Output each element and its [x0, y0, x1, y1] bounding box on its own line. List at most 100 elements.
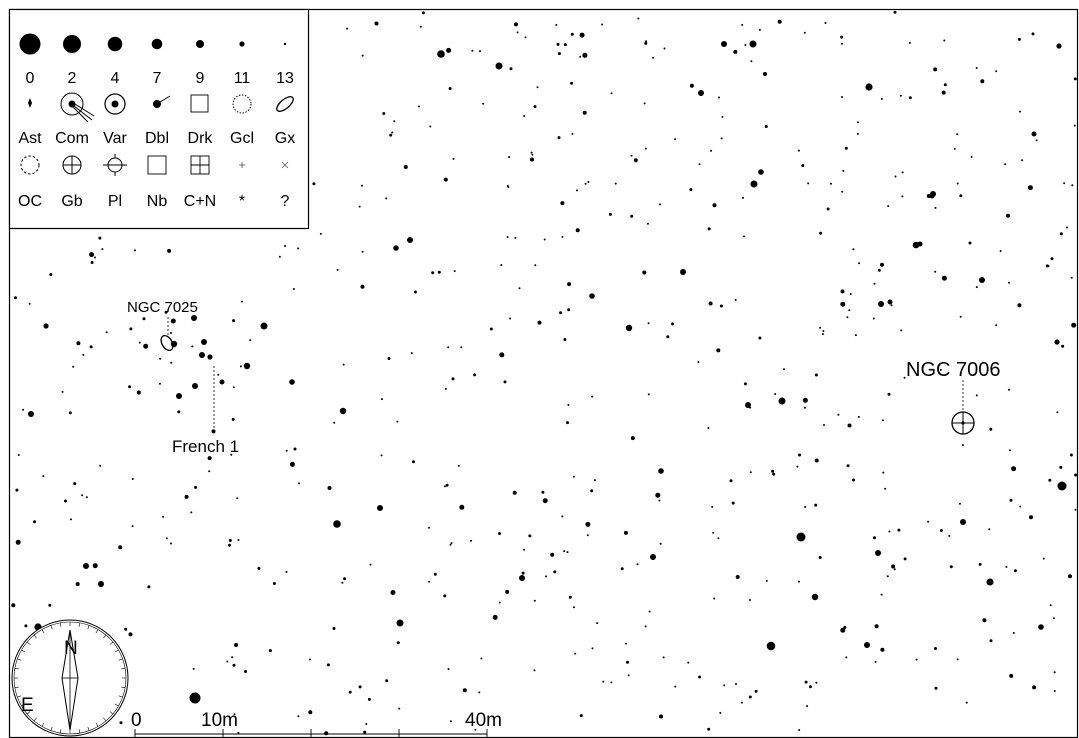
star — [232, 319, 235, 322]
star — [170, 362, 172, 364]
star — [904, 557, 907, 560]
star — [176, 393, 182, 399]
star — [143, 317, 146, 320]
star — [453, 158, 455, 160]
star — [504, 380, 507, 383]
legend-label: Drk — [188, 130, 214, 147]
star — [293, 288, 295, 290]
star — [645, 625, 647, 627]
star — [855, 334, 857, 336]
star — [966, 702, 968, 704]
legend-label: Com — [55, 130, 89, 147]
star — [572, 133, 574, 135]
star — [244, 363, 250, 369]
star — [837, 414, 839, 416]
star — [11, 603, 15, 607]
star — [630, 215, 633, 218]
star — [587, 181, 589, 183]
star — [852, 248, 854, 250]
star — [1008, 282, 1010, 284]
star — [697, 361, 699, 363]
star — [766, 580, 768, 582]
star — [15, 489, 18, 492]
star — [741, 24, 743, 26]
star — [648, 393, 650, 395]
compass-east-label: E — [21, 695, 34, 716]
star — [1070, 454, 1073, 457]
magnitude-label: 2 — [68, 70, 77, 87]
magnitude-dot — [152, 39, 163, 50]
star — [1074, 125, 1076, 127]
star — [846, 316, 848, 318]
star — [377, 505, 383, 511]
ngc-7006-marker[interactable]: NGC 7006 — [906, 359, 1001, 434]
star — [942, 91, 946, 95]
star — [1011, 466, 1016, 471]
star — [448, 668, 450, 670]
star — [878, 269, 881, 272]
star — [948, 535, 950, 537]
star — [845, 656, 847, 658]
ngc-7025-marker[interactable]: NGC 7025 — [127, 299, 198, 352]
legend-label: Gb — [61, 193, 82, 210]
star — [312, 182, 315, 185]
star — [880, 648, 884, 652]
star — [167, 249, 171, 253]
star — [286, 450, 288, 452]
star — [479, 50, 481, 52]
star — [234, 643, 238, 647]
star — [320, 233, 322, 235]
french-1-marker[interactable]: French 1 — [172, 366, 239, 456]
star — [587, 534, 589, 536]
star — [819, 232, 822, 235]
star — [718, 97, 720, 99]
star — [812, 594, 818, 600]
star — [709, 302, 713, 306]
star — [523, 549, 525, 551]
star — [815, 459, 819, 463]
star — [750, 60, 752, 62]
star — [687, 662, 689, 664]
star — [960, 519, 966, 525]
star — [324, 731, 328, 735]
star — [1005, 566, 1007, 568]
star — [841, 96, 843, 98]
legend-label: C+N — [184, 193, 216, 210]
star — [763, 72, 767, 76]
star — [592, 647, 594, 649]
legend-label: ? — [281, 193, 290, 210]
star — [513, 491, 517, 495]
star — [713, 203, 717, 207]
star — [449, 87, 452, 90]
star — [290, 462, 295, 467]
star — [976, 286, 978, 288]
star — [73, 482, 76, 485]
star — [976, 394, 978, 396]
star — [647, 223, 649, 225]
star — [309, 659, 311, 661]
star — [454, 270, 456, 272]
star — [891, 304, 893, 306]
star — [534, 600, 536, 602]
star — [451, 542, 453, 544]
star — [735, 299, 737, 301]
star — [375, 22, 379, 26]
star — [561, 515, 563, 517]
star — [742, 197, 744, 199]
magnitude-label: 11 — [234, 70, 251, 87]
star — [858, 262, 860, 264]
star — [289, 379, 295, 385]
star — [848, 424, 852, 428]
star — [852, 479, 855, 482]
star — [563, 338, 566, 341]
star — [830, 183, 832, 185]
star — [887, 575, 889, 577]
star — [49, 273, 52, 276]
star — [658, 500, 660, 502]
star — [560, 201, 564, 205]
star — [644, 42, 647, 45]
star — [666, 335, 669, 338]
star — [446, 484, 449, 487]
star — [624, 531, 628, 535]
